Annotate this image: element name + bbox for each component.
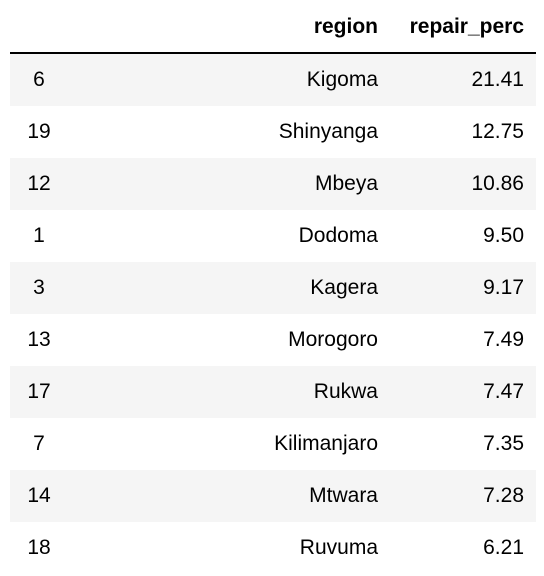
table-row: 12 Mbeya 10.86 xyxy=(10,158,536,210)
repair-perc-cell: 7.28 xyxy=(390,470,536,522)
repair-perc-column-header: repair_perc xyxy=(390,2,536,54)
table-row: 17 Rukwa 7.47 xyxy=(10,366,536,418)
row-index: 1 xyxy=(10,210,68,262)
row-index: 6 xyxy=(10,53,68,106)
row-index: 17 xyxy=(10,366,68,418)
region-cell: Kagera xyxy=(68,262,390,314)
dataframe-table: region repair_perc 6 Kigoma 21.41 19 Shi… xyxy=(10,2,536,574)
table-body: 6 Kigoma 21.41 19 Shinyanga 12.75 12 Mbe… xyxy=(10,53,536,574)
region-cell: Ruvuma xyxy=(68,522,390,574)
repair-perc-cell: 7.49 xyxy=(390,314,536,366)
row-index: 7 xyxy=(10,418,68,470)
repair-perc-cell: 7.35 xyxy=(390,418,536,470)
table-row: 1 Dodoma 9.50 xyxy=(10,210,536,262)
table-row: 19 Shinyanga 12.75 xyxy=(10,106,536,158)
table-header: region repair_perc xyxy=(10,2,536,54)
repair-perc-cell: 9.50 xyxy=(390,210,536,262)
row-index: 18 xyxy=(10,522,68,574)
table-row: 14 Mtwara 7.28 xyxy=(10,470,536,522)
index-column-header xyxy=(10,2,68,54)
table-row: 13 Morogoro 7.49 xyxy=(10,314,536,366)
region-cell: Mbeya xyxy=(68,158,390,210)
row-index: 19 xyxy=(10,106,68,158)
row-index: 14 xyxy=(10,470,68,522)
repair-perc-cell: 9.17 xyxy=(390,262,536,314)
table-row: 3 Kagera 9.17 xyxy=(10,262,536,314)
table-row: 6 Kigoma 21.41 xyxy=(10,53,536,106)
region-cell: Dodoma xyxy=(68,210,390,262)
repair-perc-cell: 6.21 xyxy=(390,522,536,574)
repair-perc-cell: 12.75 xyxy=(390,106,536,158)
repair-perc-cell: 21.41 xyxy=(390,53,536,106)
region-cell: Rukwa xyxy=(68,366,390,418)
region-cell: Kigoma xyxy=(68,53,390,106)
row-index: 3 xyxy=(10,262,68,314)
repair-perc-cell: 7.47 xyxy=(390,366,536,418)
table-row: 7 Kilimanjaro 7.35 xyxy=(10,418,536,470)
repair-perc-cell: 10.86 xyxy=(390,158,536,210)
region-cell: Shinyanga xyxy=(68,106,390,158)
region-cell: Kilimanjaro xyxy=(68,418,390,470)
row-index: 12 xyxy=(10,158,68,210)
region-cell: Mtwara xyxy=(68,470,390,522)
row-index: 13 xyxy=(10,314,68,366)
header-row: region repair_perc xyxy=(10,2,536,54)
region-column-header: region xyxy=(68,2,390,54)
table-row: 18 Ruvuma 6.21 xyxy=(10,522,536,574)
region-cell: Morogoro xyxy=(68,314,390,366)
